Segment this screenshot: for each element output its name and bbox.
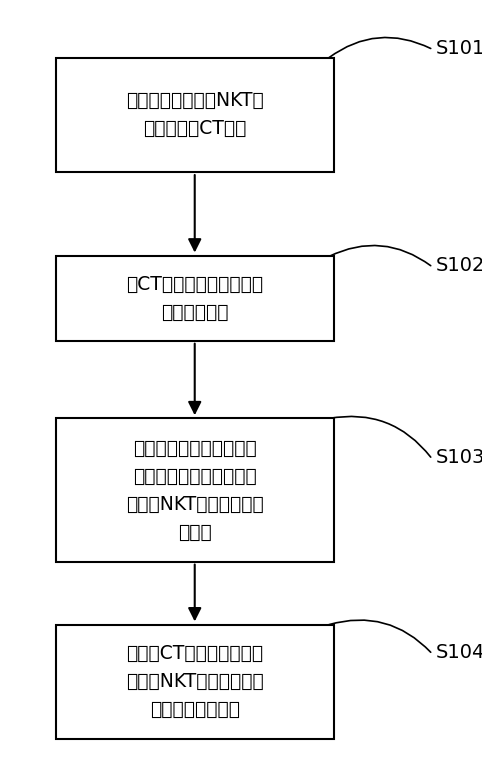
Text: 将CT图像预处理后得到深
度学习数据集: 将CT图像预处理后得到深 度学习数据集	[126, 275, 263, 322]
Text: 将深度学习数据集在深度
神经网络模型中训练，得
到鼻腔NKT细胞淋巴癌勾
画模型: 将深度学习数据集在深度 神经网络模型中训练，得 到鼻腔NKT细胞淋巴癌勾 画模型	[126, 439, 264, 542]
Text: 采集已勾画的鼻腔NKT细
胞淋巴癌的CT图像: 采集已勾画的鼻腔NKT细 胞淋巴癌的CT图像	[126, 91, 264, 138]
Text: S103: S103	[435, 448, 482, 466]
Bar	[56, 624, 334, 739]
Text: S102: S102	[435, 256, 482, 275]
Bar	[56, 256, 334, 341]
Text: S104: S104	[435, 643, 482, 662]
Bar	[56, 58, 334, 172]
Text: 将临床CT图像预处理后输
入鼻腔NKT细胞淋巴癌勾
画模型中进行勾画: 将临床CT图像预处理后输 入鼻腔NKT细胞淋巴癌勾 画模型中进行勾画	[126, 644, 264, 719]
Text: S101: S101	[435, 39, 482, 58]
Bar	[56, 419, 334, 562]
